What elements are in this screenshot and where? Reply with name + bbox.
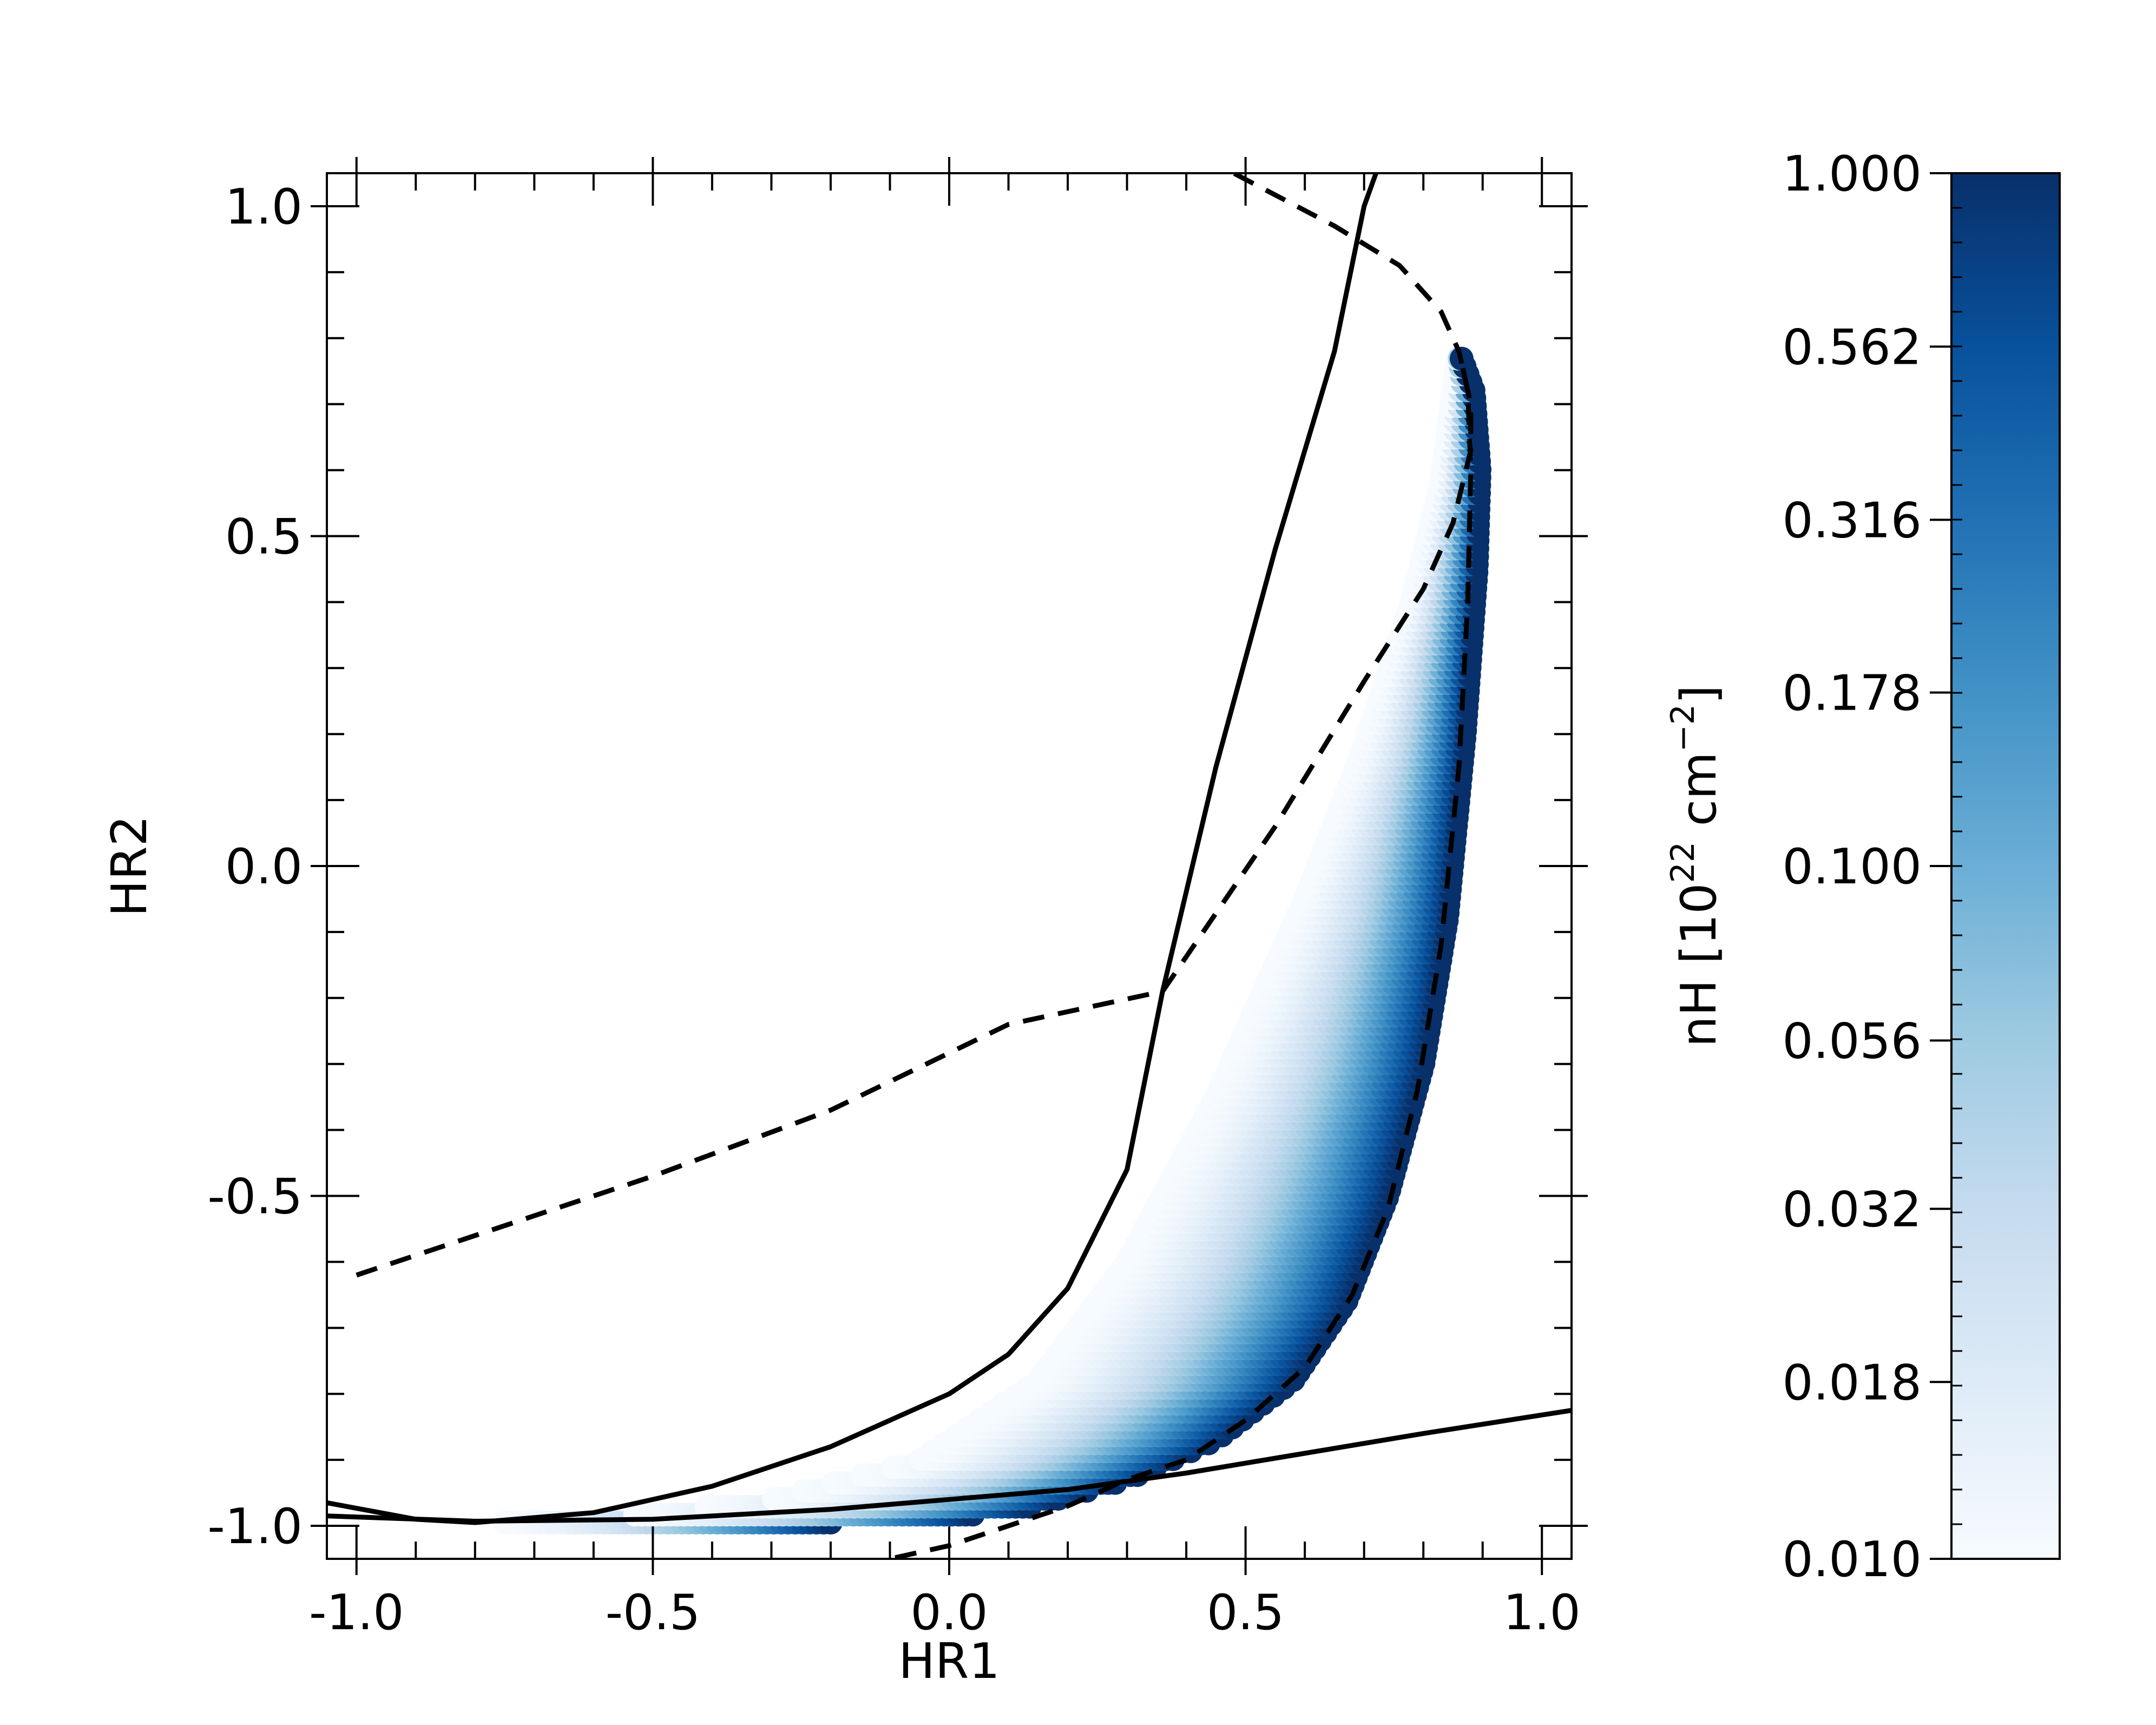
colorbar-label-mid: cm [1671, 752, 1727, 842]
colorbar-tick-labels: 1.000 0.562 0.316 0.178 0.100 0.056 0.032 0.018… [1782, 146, 1922, 1588]
colorbar-ticks [1930, 172, 1962, 1560]
dashed-curve-3 [878, 351, 1474, 1559]
scatter-points [492, 346, 1492, 1534]
colorbar-label-sup2: −2 [1664, 704, 1702, 752]
colorbar-tick-label: 0.316 [1782, 492, 1922, 549]
x-axis-label: HR1 [898, 1633, 1000, 1690]
axis-tick-labels: -1.0 -0.5 0.0 0.5 1.0 -1.0 -0.5 0.0 0.5 1.0 [207, 179, 1580, 1641]
colorbar [1950, 172, 2061, 1560]
colorbar-tick-label: 1.000 [1782, 146, 1922, 202]
x-tick-label: 1.0 [1503, 1584, 1581, 1641]
y-tick-label: -1.0 [207, 1498, 303, 1555]
solid-curve-1 [327, 1408, 1572, 1524]
y-axis-label: HR2 [101, 815, 158, 916]
colorbar-tick-label: 0.010 [1782, 1531, 1922, 1588]
dashed-curve-2 [356, 173, 1474, 1278]
x-tick-label: -1.0 [309, 1584, 404, 1641]
colorbar-tick-label: 0.018 [1782, 1354, 1922, 1411]
colorbar-tick-label: 0.562 [1782, 319, 1922, 376]
colorbar-label: nH [1022 cm−2] [1664, 685, 1727, 1047]
y-tick-label: 0.5 [225, 508, 303, 565]
x-tick-label: 0.5 [1207, 1584, 1284, 1641]
colorbar-label-sup1: 22 [1664, 842, 1702, 883]
colorbar-tick-label: 0.178 [1782, 665, 1922, 722]
solid-curve-0 [327, 173, 1378, 1525]
colorbar-label-end: ] [1671, 685, 1727, 704]
x-tick-label: 0.0 [910, 1584, 988, 1641]
y-tick-label: 0.0 [225, 838, 303, 895]
y-tick-label: 1.0 [225, 179, 303, 235]
axis-ticks [311, 157, 1588, 1575]
colorbar-tick-label: 0.100 [1782, 838, 1922, 895]
reference-curves [327, 173, 1572, 1559]
colorbar-tick-label: 0.056 [1782, 1013, 1922, 1070]
colorbar-label-main: nH [10 [1671, 883, 1727, 1047]
colorbar-tick-label: 0.032 [1782, 1181, 1922, 1238]
y-tick-label: -0.5 [207, 1169, 303, 1225]
x-tick-label: -0.5 [606, 1584, 701, 1641]
